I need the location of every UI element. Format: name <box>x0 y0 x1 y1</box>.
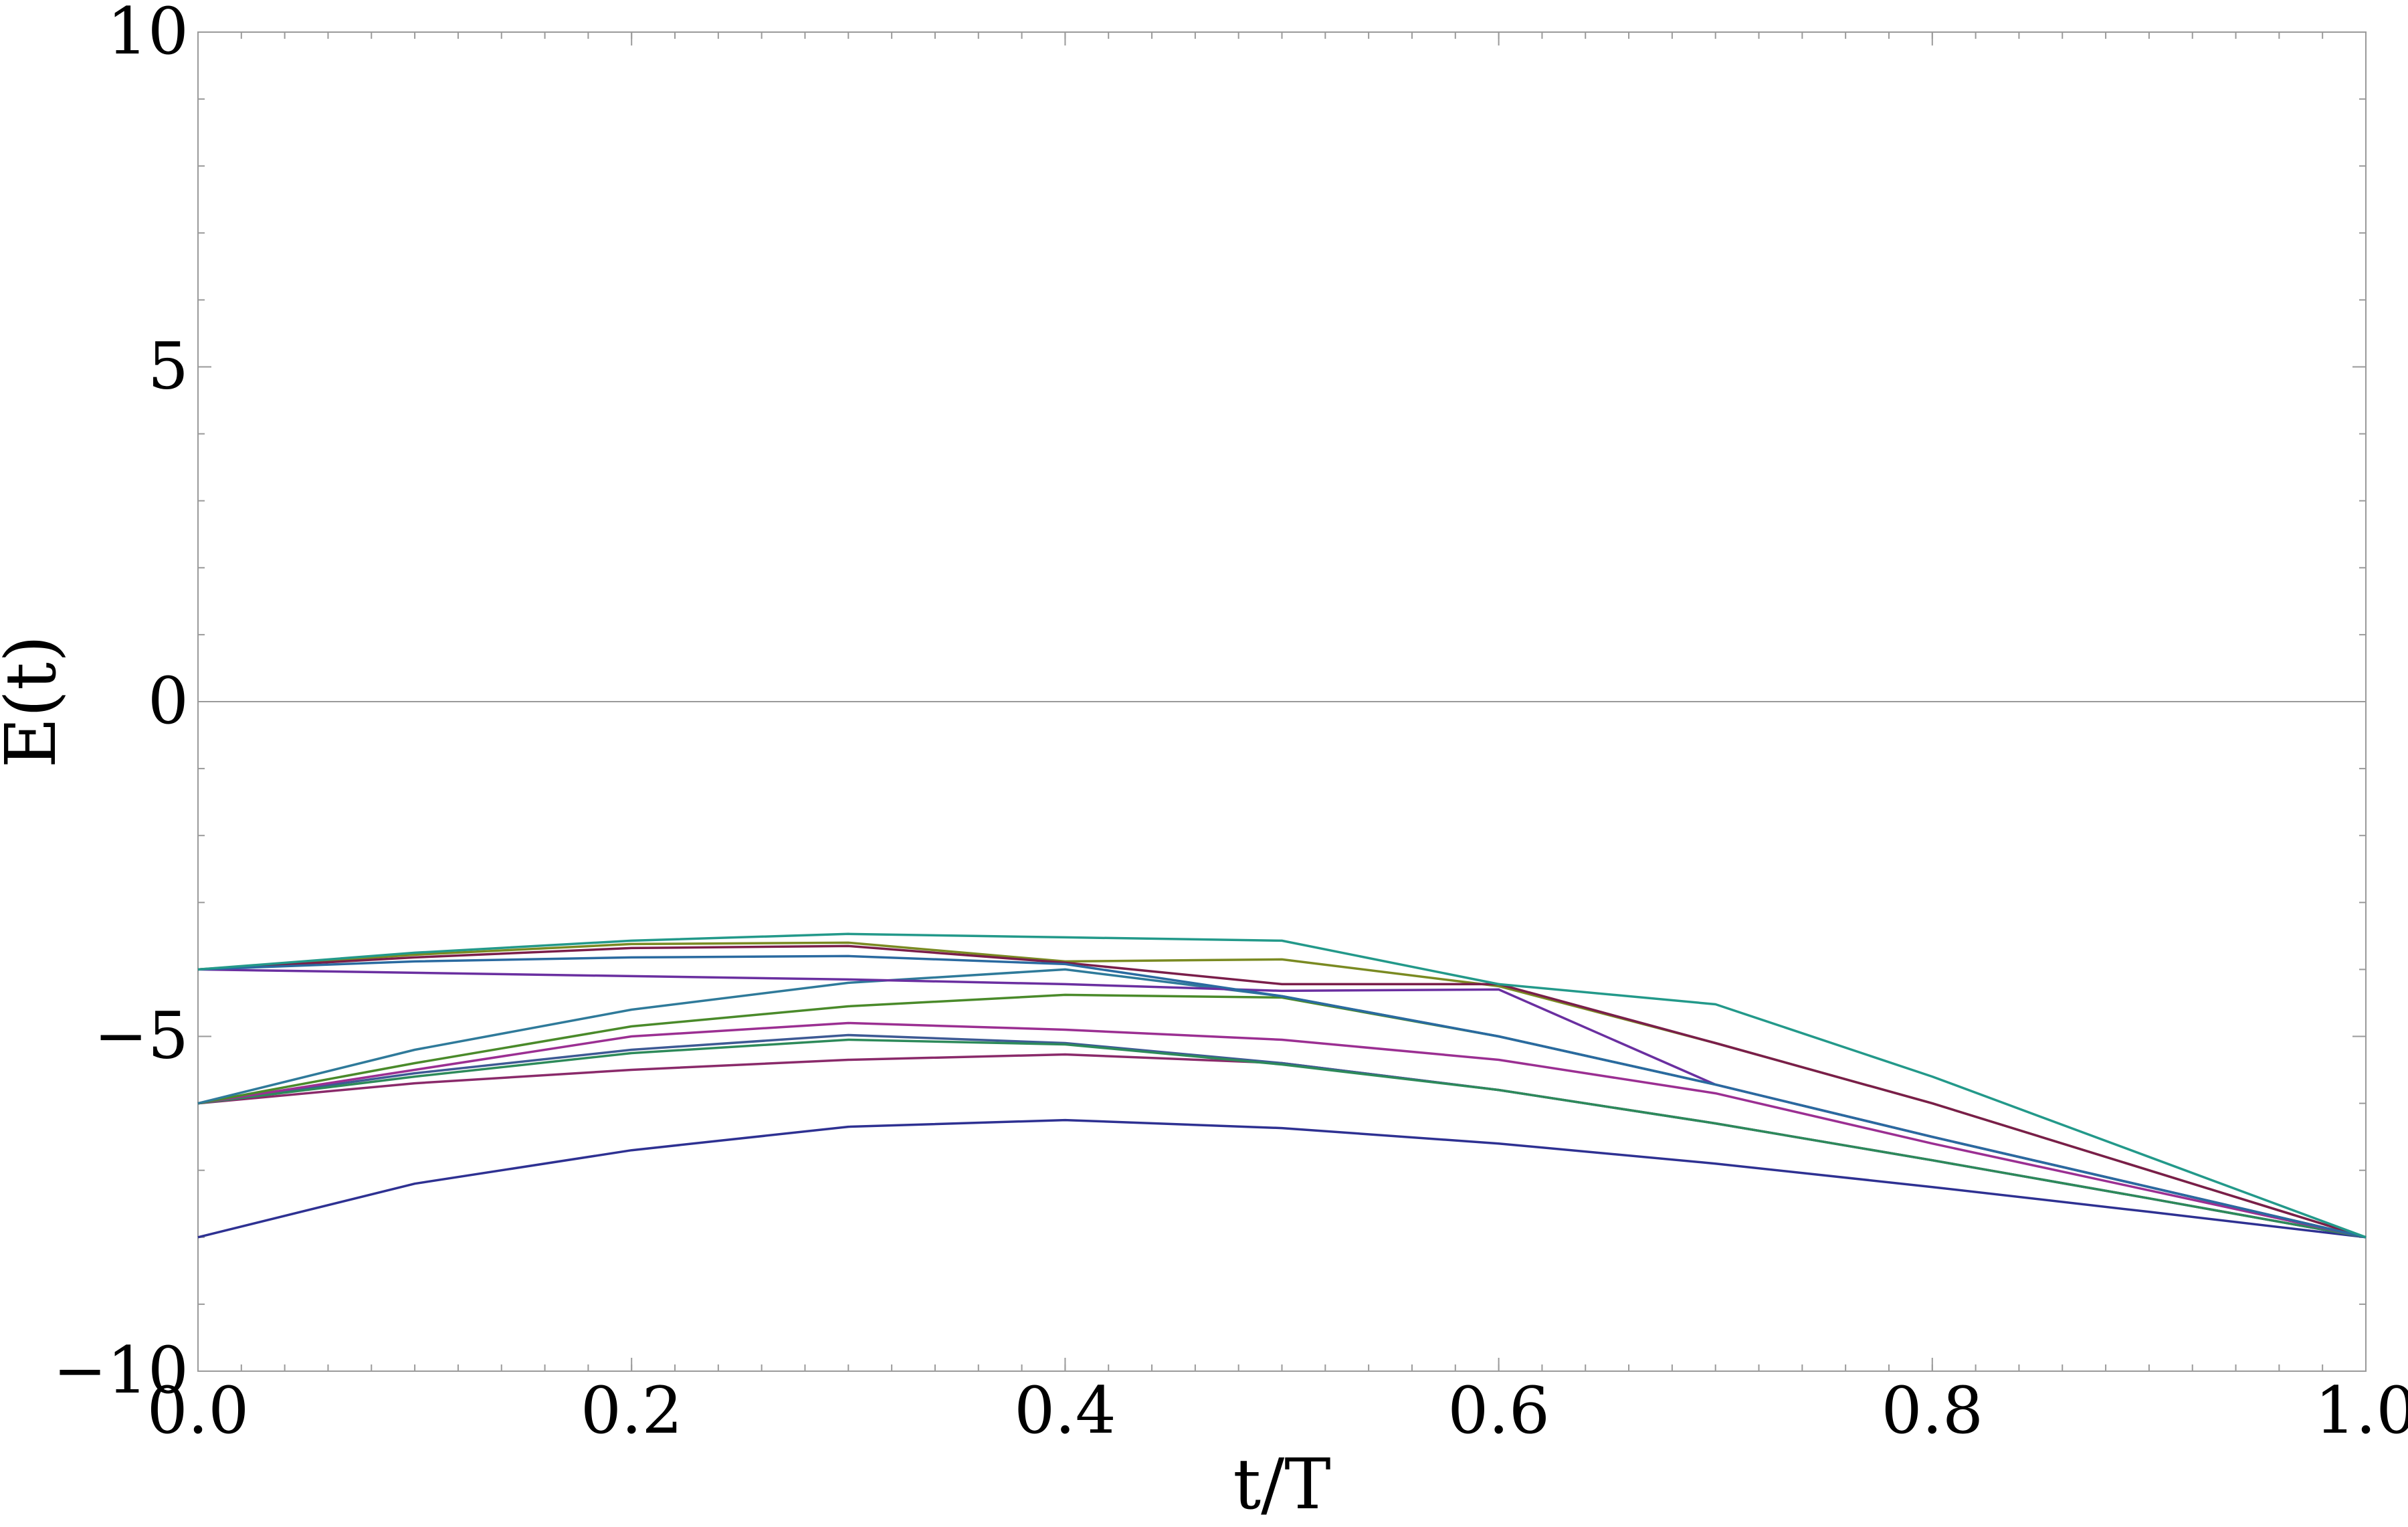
series-line-5 <box>197 1021 2367 1239</box>
y-tick-label: −10 <box>53 1333 189 1408</box>
y-tick-label: 10 <box>107 0 189 69</box>
x-tick-label: 0.6 <box>1447 1373 1550 1448</box>
y-axis-title: E(t) <box>0 635 72 769</box>
x-tick-labels: 0.0 0.2 0.4 0.6 0.8 1.0 <box>147 1373 2408 1448</box>
series-line-7 <box>197 968 2367 1239</box>
series-line-9 <box>197 941 2367 1239</box>
x-tick-label: 0.8 <box>1881 1373 1983 1448</box>
y-tick-label: −5 <box>94 999 189 1074</box>
series-layer <box>197 932 2367 1239</box>
series-line-11 <box>197 954 2367 1239</box>
series-line-12 <box>197 932 2367 1239</box>
series-line-1 <box>197 1118 2367 1239</box>
x-tick-label: 0.0 <box>147 1373 249 1448</box>
y-tick-label: 5 <box>148 329 189 404</box>
x-tick-label: 1.0 <box>2315 1373 2408 1448</box>
series-line-4 <box>197 1038 2367 1239</box>
y-tick-label: 0 <box>148 664 189 738</box>
y-tick-labels: −10 −5 0 5 10 <box>53 0 189 1408</box>
x-tick-label: 0.2 <box>581 1373 683 1448</box>
series-line-10 <box>197 944 2367 1239</box>
x-axis-title: t/T <box>1233 1443 1330 1525</box>
series-line-2 <box>197 1053 2367 1239</box>
series-line-8 <box>197 968 2367 1239</box>
x-tick-label: 0.4 <box>1014 1373 1116 1448</box>
